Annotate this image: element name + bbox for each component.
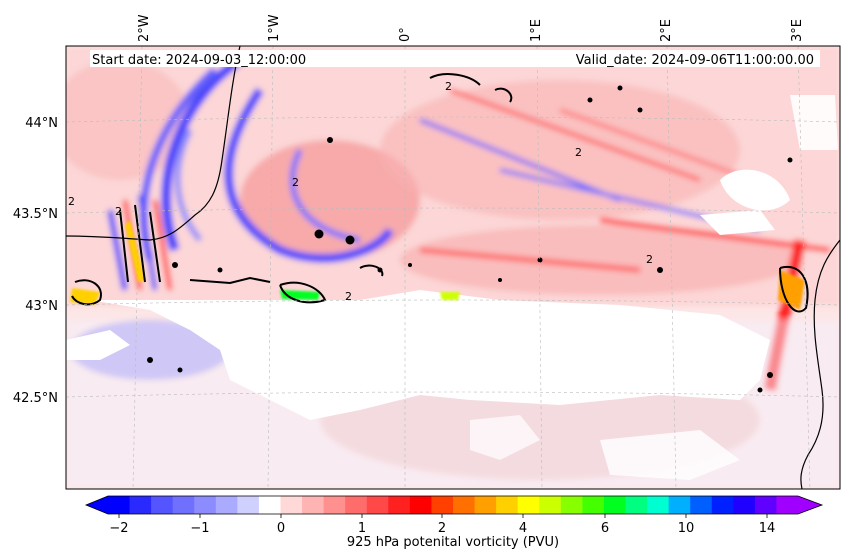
lat-label: 43°N <box>25 299 58 314</box>
contour-label: 2 <box>345 290 352 303</box>
gridlines <box>66 46 840 489</box>
colorbar-cell <box>258 496 281 514</box>
pv-contours <box>71 73 809 313</box>
colorbar: −2 −1 0 1 2 4 6 10 14 925 hPa potenital … <box>84 495 824 550</box>
colorbar-cell <box>733 496 756 514</box>
colorbar-tick-label: 10 <box>678 521 695 536</box>
colorbar-cell <box>388 496 411 514</box>
colorbar-cell <box>431 496 454 514</box>
colorbar-outline <box>84 495 824 515</box>
colorbar-tick-label: 6 <box>601 521 609 536</box>
lat-label: 42.5°N <box>13 391 58 406</box>
lon-label: 3°E <box>790 19 805 42</box>
colorbar-cell <box>323 496 346 514</box>
colorbar-cell <box>129 496 152 514</box>
contour-label: 2 <box>646 253 653 266</box>
colorbar-tick-labels: −2 −1 0 1 2 4 6 10 14 <box>109 521 775 536</box>
colorbar-tick-label: 4 <box>519 521 527 536</box>
lon-label: 1°E <box>529 19 544 42</box>
colorbar-label: 925 hPa potenital vorticity (PVU) <box>347 535 559 550</box>
colorbar-cell <box>172 496 195 514</box>
colorbar-cell <box>345 496 368 514</box>
colorbar-cell <box>539 496 562 514</box>
header-strip <box>90 50 820 67</box>
colorbar-min-extend <box>86 496 108 514</box>
colorbar-cell <box>366 496 389 514</box>
colorbar-tick-label: 14 <box>759 521 776 536</box>
contour-value-labels: 2 2 2 2 2 2 2 <box>68 80 653 303</box>
colorbar-cell <box>409 496 432 514</box>
colorbar-max-extend <box>798 496 822 514</box>
colorbar-cell <box>711 496 734 514</box>
map-frame <box>65 45 841 490</box>
colorbar-cell <box>237 496 260 514</box>
colorbar-cell <box>690 496 713 514</box>
colorbar-cell <box>560 496 583 514</box>
colorbar-tick-label: 2 <box>438 521 446 536</box>
contour-label: 2 <box>115 205 122 218</box>
latitude-labels: 44°N 43.5°N 43°N 42.5°N <box>13 116 58 406</box>
contour-label: 2 <box>68 195 75 208</box>
colorbar-cells <box>108 496 799 514</box>
colorbar-tick-label: −2 <box>109 521 128 536</box>
colorbar-cell <box>194 496 217 514</box>
pv-field: 2 2 2 2 2 2 2 <box>66 46 840 489</box>
colorbar-tick-label: −1 <box>190 521 209 536</box>
lat-label: 44°N <box>25 116 58 131</box>
colorbar-cell <box>302 496 325 514</box>
colorbar-cell <box>582 496 605 514</box>
coastline <box>66 46 840 489</box>
lat-label: 43.5°N <box>13 207 58 222</box>
coastal-pv-features <box>70 220 805 310</box>
pv-contour-dots <box>147 85 793 393</box>
missing-data-mask <box>66 95 838 480</box>
colorbar-cell <box>151 496 174 514</box>
colorbar-cell <box>776 496 799 514</box>
colorbar-cell <box>625 496 648 514</box>
colorbar-cell <box>517 496 540 514</box>
longitude-labels: 2°W 1°W 0° 1°E 2°E 3°E <box>137 14 805 42</box>
contour-label: 2 <box>445 80 452 93</box>
colorbar-ticks <box>118 514 768 518</box>
lon-label: 2°E <box>659 19 674 42</box>
colorbar-cell <box>280 496 303 514</box>
valid-date-label: Valid_date: 2024-09-06T11:00:00.00 <box>576 53 814 68</box>
lon-label: 0° <box>398 27 413 42</box>
colorbar-cell <box>668 496 691 514</box>
colorbar-cell <box>603 496 626 514</box>
colorbar-cell <box>215 496 238 514</box>
colorbar-cell <box>453 496 476 514</box>
colorbar-cell <box>496 496 519 514</box>
contour-label: 2 <box>575 146 582 159</box>
colorbar-cell <box>647 496 670 514</box>
contour-label: 2 <box>292 176 299 189</box>
colorbar-cell <box>108 496 131 514</box>
lon-label: 1°W <box>267 14 282 42</box>
start-date-label: Start date: 2024-09-03_12:00:00 <box>92 53 306 68</box>
lon-label: 2°W <box>137 14 152 42</box>
colorbar-cell <box>474 496 497 514</box>
colorbar-cell <box>754 496 777 514</box>
colorbar-tick-label: 0 <box>277 521 285 536</box>
colorbar-tick-label: 1 <box>358 521 366 536</box>
